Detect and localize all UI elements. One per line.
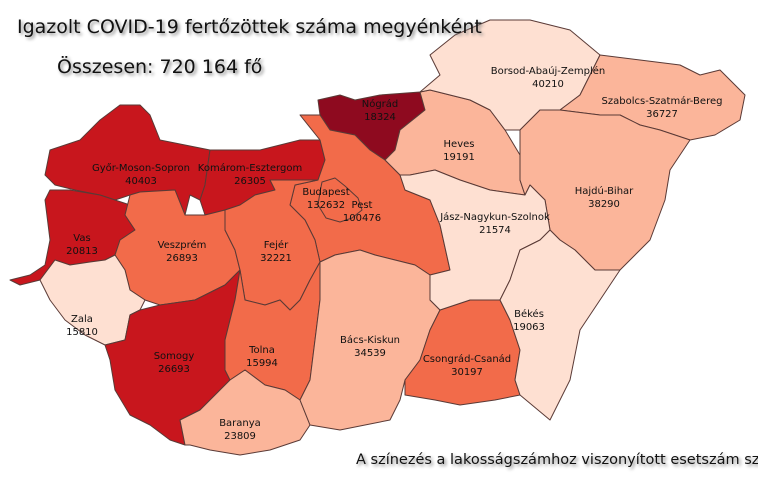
county-name-label: Borsod-Abaúj-Zemplén xyxy=(491,65,606,77)
county-name-label: Komárom-Esztergom xyxy=(198,162,302,174)
coloring-note: A színezés a lakosságszámhoz viszonyítot… xyxy=(356,452,758,468)
county-cases-label: 15810 xyxy=(66,327,98,338)
county-cases-label: 26693 xyxy=(158,364,190,375)
county-name-label: Somogy xyxy=(154,351,195,362)
county-name-label: Budapest xyxy=(302,187,349,198)
county-name-label: Veszprém xyxy=(158,239,207,251)
county-name-label: Nógrád xyxy=(362,98,399,110)
county-name-label: Fejér xyxy=(264,239,289,251)
county-name-label: Pest xyxy=(352,200,373,211)
county-name-label: Tolna xyxy=(248,345,275,356)
county-cases-label: 40403 xyxy=(125,176,157,187)
county-name-label: Hajdú-Bihar xyxy=(575,185,634,197)
total-cases: Összesen: 720 164 fő xyxy=(57,56,263,78)
county-name-label: Csongrád-Csanád xyxy=(423,353,511,365)
county-cases-label: 36727 xyxy=(646,109,678,120)
county-name-label: Jász-Nagykun-Szolnok xyxy=(439,211,550,223)
county-zala xyxy=(39,254,146,346)
county-cases-label: 38290 xyxy=(588,199,620,210)
county-cases-label: 23809 xyxy=(224,431,256,442)
county-cases-label: 40210 xyxy=(532,79,564,90)
county-cases-label: 18324 xyxy=(364,112,396,123)
county-cases-label: 132632 xyxy=(307,200,345,211)
county-name-label: Baranya xyxy=(219,418,261,429)
county-cases-label: 15994 xyxy=(246,358,278,369)
county-budapest xyxy=(317,177,363,223)
county-name-label: Heves xyxy=(444,139,475,150)
county-bekes xyxy=(499,229,621,421)
county-cases-label: 19063 xyxy=(513,322,545,333)
county-name-label: Vas xyxy=(73,233,90,244)
county-name-label: Szabolcs-Szatmár-Bereg xyxy=(602,95,723,107)
county-cases-label: 34539 xyxy=(354,348,386,359)
county-cases-label: 19191 xyxy=(443,152,475,163)
county-name-label: Békés xyxy=(514,308,544,320)
county-cases-label: 100476 xyxy=(343,213,381,224)
county-name-label: Győr-Moson-Sopron xyxy=(92,162,190,174)
county-cases-label: 21574 xyxy=(479,225,511,236)
map-title: Igazolt COVID-19 fertőzöttek száma megyé… xyxy=(17,16,482,38)
county-cases-label: 26305 xyxy=(234,176,266,187)
county-name-label: Bács-Kiskun xyxy=(340,334,400,346)
county-cases-label: 32221 xyxy=(260,253,292,264)
county-name-label: Zala xyxy=(71,314,93,325)
county-cases-label: 26893 xyxy=(166,253,198,264)
county-cases-label: 30197 xyxy=(451,367,483,378)
county-cases-label: 20813 xyxy=(66,246,98,257)
